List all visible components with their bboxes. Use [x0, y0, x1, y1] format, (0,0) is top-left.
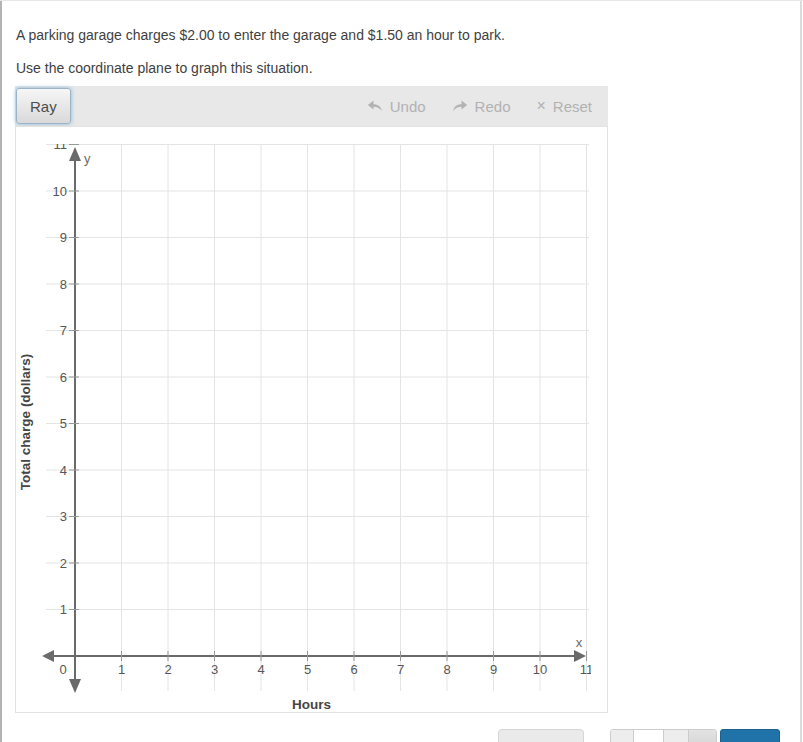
redo-arrow-icon	[452, 100, 468, 112]
undo-button[interactable]: Undo	[367, 98, 426, 115]
x-axis-letter: x	[576, 635, 583, 650]
undo-arrow-icon	[367, 100, 383, 112]
x-axis-title: Hours	[16, 697, 607, 712]
y-tick-label: 5	[60, 416, 67, 431]
x-tick-label: 1	[118, 662, 125, 677]
x-tick-label: 9	[490, 662, 497, 677]
graph-toolbar: Ray Undo Redo × Reset	[15, 86, 608, 126]
undo-label: Undo	[390, 98, 426, 115]
pager-segment-3[interactable]	[664, 730, 689, 742]
x-tick-label: 11	[580, 662, 591, 677]
y-tick-label: 7	[60, 323, 67, 338]
x-axis-right-arrow-icon	[574, 650, 586, 662]
y-axis-up-arrow-icon	[69, 147, 81, 161]
y-tick-label: 6	[60, 370, 67, 385]
x-axis-left-arrow-icon	[42, 650, 54, 662]
y-tick-label: 11	[54, 144, 68, 152]
page-left-border	[0, 1, 2, 742]
pager-segment-4[interactable]	[689, 730, 716, 742]
y-tick-label: 2	[60, 556, 67, 571]
y-axis-letter: y	[84, 151, 91, 166]
x-tick-label: 2	[164, 662, 171, 677]
redo-button[interactable]: Redo	[452, 98, 511, 115]
x-tick-label: 4	[257, 662, 264, 677]
reset-label: Reset	[553, 98, 592, 115]
y-tick-label: 3	[60, 509, 67, 524]
x-tick-label: 8	[443, 662, 450, 677]
x-tick-label: 7	[397, 662, 404, 677]
pager-segment-1[interactable]	[611, 730, 634, 742]
y-tick-label: 9	[60, 230, 67, 245]
y-tick-label: 10	[53, 184, 67, 199]
y-tick-label: 4	[60, 463, 67, 478]
x-tick-label: 5	[304, 662, 311, 677]
question-text-line2: Use the coordinate plane to graph this s…	[16, 60, 313, 76]
x-tick-label: 10	[533, 662, 547, 677]
y-tick-label: 8	[60, 277, 67, 292]
y-axis-down-arrow-icon	[69, 679, 81, 693]
footer-secondary-button[interactable]	[498, 729, 584, 742]
redo-label: Redo	[475, 98, 511, 115]
x-tick-label: 3	[211, 662, 218, 677]
coordinate-plane-panel: 123456789101112345678910110yxTotal charg…	[15, 126, 608, 713]
origin-label: 0	[59, 662, 66, 677]
scrollbar-track[interactable]	[800, 1, 802, 742]
x-tick-label: 6	[350, 662, 357, 677]
reset-button[interactable]: × Reset	[536, 98, 592, 115]
question-text-line1: A parking garage charges $2.00 to enter …	[16, 27, 505, 43]
footer-primary-button[interactable]	[720, 729, 780, 742]
y-axis-title: Total charge (dollars)	[18, 354, 33, 490]
coordinate-plane-canvas[interactable]: 123456789101112345678910110yxTotal charg…	[16, 144, 591, 696]
question-pager	[610, 729, 717, 742]
ray-tool-button[interactable]: Ray	[16, 88, 71, 124]
y-tick-label: 1	[60, 602, 67, 617]
pager-segment-2[interactable]	[634, 730, 664, 742]
reset-x-icon: ×	[536, 98, 545, 114]
